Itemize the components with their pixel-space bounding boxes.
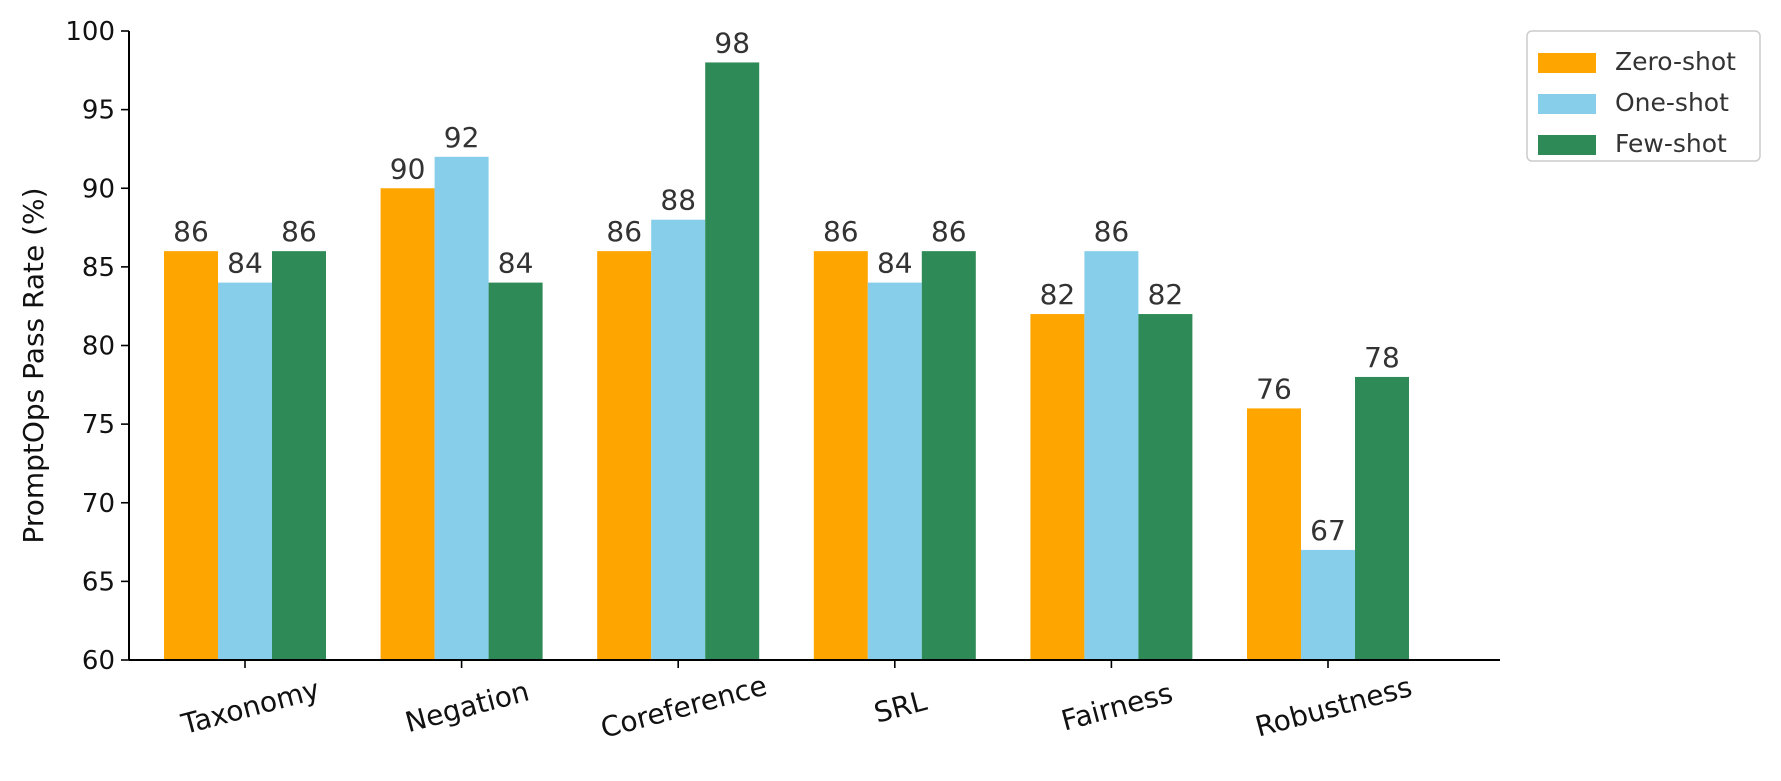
data-label: 98 [714,26,750,59]
y-tick-label: 65 [82,567,115,597]
y-tick-label: 80 [82,332,115,362]
bar-few-shot-coreference [705,62,760,660]
bar-few-shot-srl [921,251,976,660]
legend-label: Few-shot [1615,129,1727,158]
data-label: 86 [931,215,967,248]
y-tick-label: 100 [65,17,115,47]
y-tick-label: 90 [82,174,115,204]
bar-one-shot-negation [434,156,489,661]
legend-swatch [1538,94,1596,114]
data-label: 82 [1148,278,1184,311]
data-label: 88 [660,184,696,217]
bar-zero-shot-coreference [597,251,652,660]
legend-swatch [1538,53,1596,73]
bar-one-shot-fairness [1084,251,1139,660]
data-label: 90 [390,152,426,185]
data-label: 86 [1094,215,1130,248]
bar-one-shot-srl [867,282,922,660]
data-label: 84 [227,247,263,280]
y-tick-label: 75 [82,410,115,440]
bar-few-shot-taxonomy [272,251,326,660]
x-tick-label: Fairness [1058,676,1176,737]
legend-label: One-shot [1615,88,1729,117]
bar-zero-shot-negation [380,188,435,660]
legend-swatch [1538,135,1596,155]
bar-few-shot-fairness [1138,314,1193,660]
data-label: 78 [1364,341,1400,374]
bar-zero-shot-taxonomy [164,251,218,660]
bar-few-shot-robustness [1355,376,1409,660]
data-label: 86 [606,215,642,248]
bar-one-shot-coreference [651,219,706,660]
x-tick-label: Taxonomy [177,673,323,742]
x-tick-label: Robustness [1252,670,1416,743]
y-tick-label: 70 [82,489,115,519]
bars-layer [164,62,1409,661]
data-label: 76 [1256,372,1292,405]
data-label: 86 [823,215,859,248]
bar-one-shot-robustness [1301,549,1355,660]
legend: Zero-shot One-shot Few-shot [1526,30,1761,162]
x-tick-label: SRL [871,684,931,730]
y-tick-label: 85 [82,253,115,283]
bar-zero-shot-fairness [1030,314,1085,660]
data-label: 67 [1310,514,1346,547]
data-labels-layer: 86 84 86 90 92 84 86 88 98 86 84 86 82 86 82 76 67 78 [173,26,1400,546]
data-label: 92 [444,121,480,154]
bar-zero-shot-srl [813,251,868,660]
data-label: 86 [173,215,209,248]
x-tick-label: Negation [402,674,533,739]
data-label: 82 [1040,278,1076,311]
data-label: 84 [877,247,913,280]
bar-one-shot-taxonomy [218,282,272,660]
legend-label: Zero-shot [1615,47,1736,76]
bar-few-shot-negation [488,282,543,660]
bar-zero-shot-robustness [1247,408,1301,660]
x-tick-label: Coreference [597,669,770,745]
y-axis-title: PromptOps Pass Rate (%) [17,187,50,543]
y-tick-label: 95 [82,96,115,126]
data-label: 84 [498,247,534,280]
data-label: 86 [281,215,317,248]
y-tick-label: 60 [82,646,115,676]
